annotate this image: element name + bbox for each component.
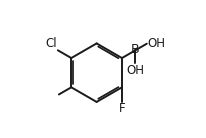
Text: OH: OH — [147, 37, 165, 50]
Text: F: F — [119, 102, 125, 115]
Text: Cl: Cl — [46, 37, 57, 50]
Text: B: B — [131, 43, 140, 56]
Text: OH: OH — [126, 64, 144, 77]
